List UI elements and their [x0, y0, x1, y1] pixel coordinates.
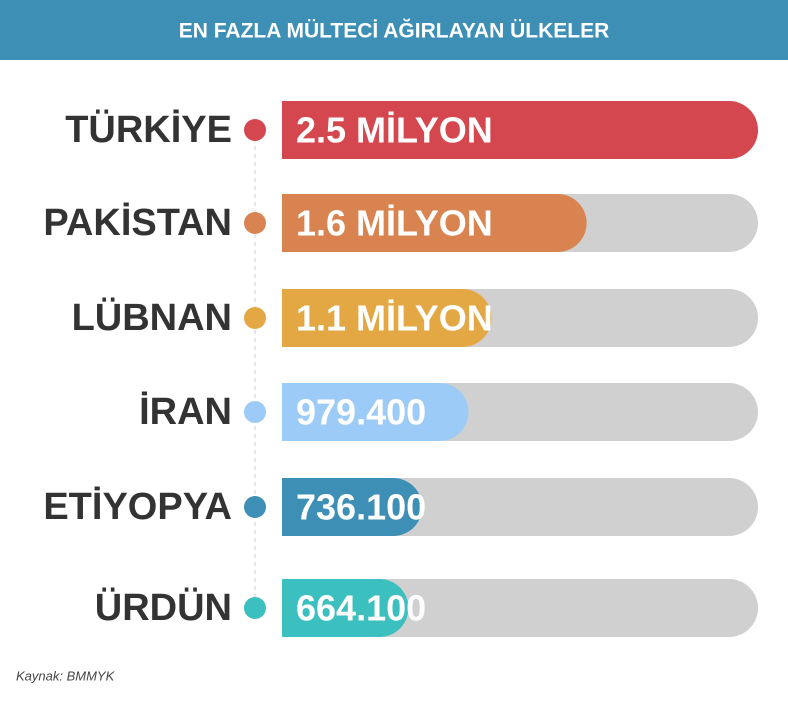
value-label: 1.1 MİLYON [296, 298, 493, 339]
category-label: ETİYOPYA [43, 486, 232, 528]
category-label: LÜBNAN [72, 296, 232, 339]
category-label: ÜRDÜN [95, 586, 232, 629]
value-label: 1.6 MİLYON [296, 203, 493, 244]
value-label: 2.5 MİLYON [296, 110, 493, 151]
value-label: 664.100 [296, 588, 426, 629]
category-dot [244, 212, 266, 234]
category-dot [244, 119, 266, 141]
bar [282, 289, 492, 347]
category-dot [244, 496, 266, 518]
category-label: TÜRKİYE [65, 108, 232, 151]
category-dot [244, 401, 266, 423]
chart-title: EN FAZLA MÜLTECİ AĞIRLAYAN ÜLKELER [179, 19, 610, 43]
bar [282, 383, 469, 441]
bar [282, 579, 409, 637]
category-dot [244, 307, 266, 329]
source-note: Kaynak: BMMYK [16, 669, 116, 684]
category-label: İRAN [139, 391, 232, 433]
value-label: 979.400 [296, 392, 426, 433]
category-label: PAKİSTAN [43, 202, 232, 244]
bar [282, 478, 423, 536]
category-dot [244, 597, 266, 619]
value-label: 736.100 [296, 487, 426, 528]
bar [282, 101, 758, 159]
bar [282, 194, 587, 252]
header-bar [0, 0, 788, 60]
